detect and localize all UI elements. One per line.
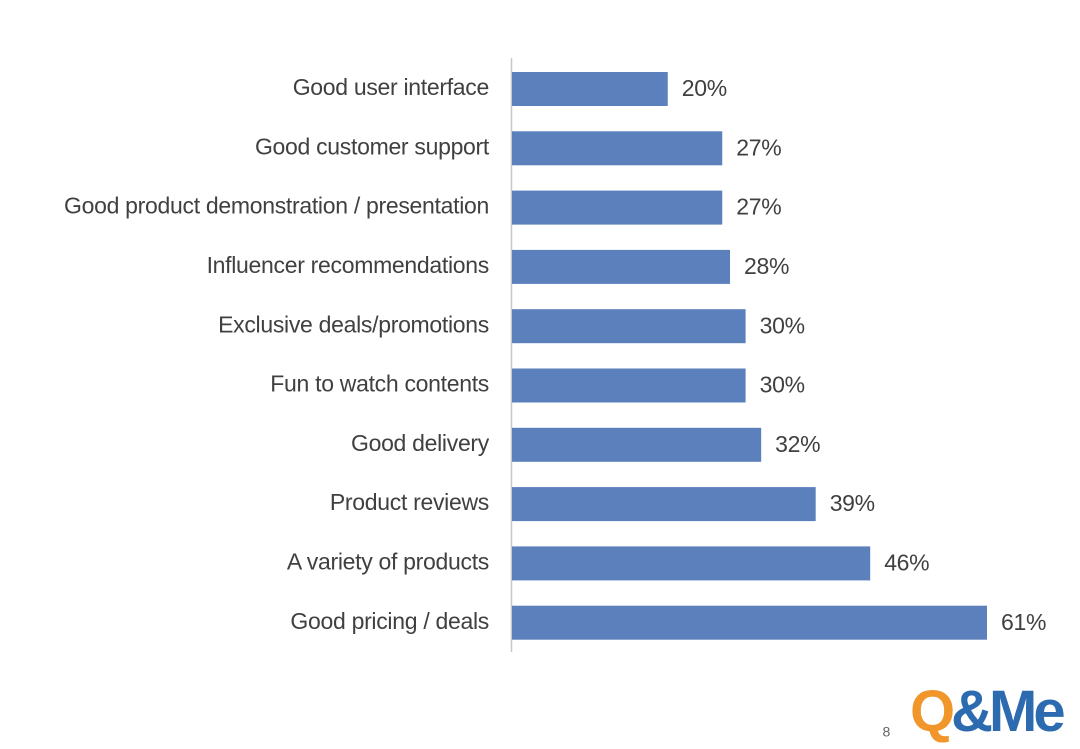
value-label: 39%	[830, 490, 875, 516]
category-label: Good product demonstration / presentatio…	[64, 193, 489, 219]
bar	[512, 546, 871, 581]
value-label: 61%	[1001, 609, 1046, 635]
category-label: Exclusive deals/promotions	[218, 311, 489, 337]
category-label: Good customer support	[255, 133, 490, 159]
value-label: 46%	[884, 549, 929, 575]
bar	[512, 368, 746, 403]
bar	[512, 190, 723, 225]
value-label: 27%	[736, 194, 781, 220]
value-label: 20%	[682, 75, 727, 101]
value-label: 32%	[775, 431, 820, 457]
value-label: 27%	[736, 134, 781, 160]
bar	[512, 605, 987, 640]
category-label: Good user interface	[293, 74, 489, 100]
category-label: Fun to watch contents	[270, 371, 489, 397]
bar	[512, 487, 816, 522]
category-label: A variety of products	[287, 548, 489, 574]
value-label: 30%	[760, 372, 805, 398]
bar	[512, 309, 746, 344]
logo: Q&Me	[910, 679, 1064, 744]
category-label: Product reviews	[330, 489, 489, 515]
category-label: Good pricing / deals	[290, 608, 489, 634]
value-label: 28%	[744, 253, 789, 279]
bar	[512, 131, 723, 166]
page-number: 8	[883, 724, 891, 740]
bar	[512, 249, 731, 284]
bar	[512, 427, 762, 462]
category-label: Influencer recommendations	[207, 252, 489, 278]
bar	[512, 72, 668, 106]
category-label: Good delivery	[351, 430, 490, 456]
value-label: 30%	[760, 312, 805, 338]
